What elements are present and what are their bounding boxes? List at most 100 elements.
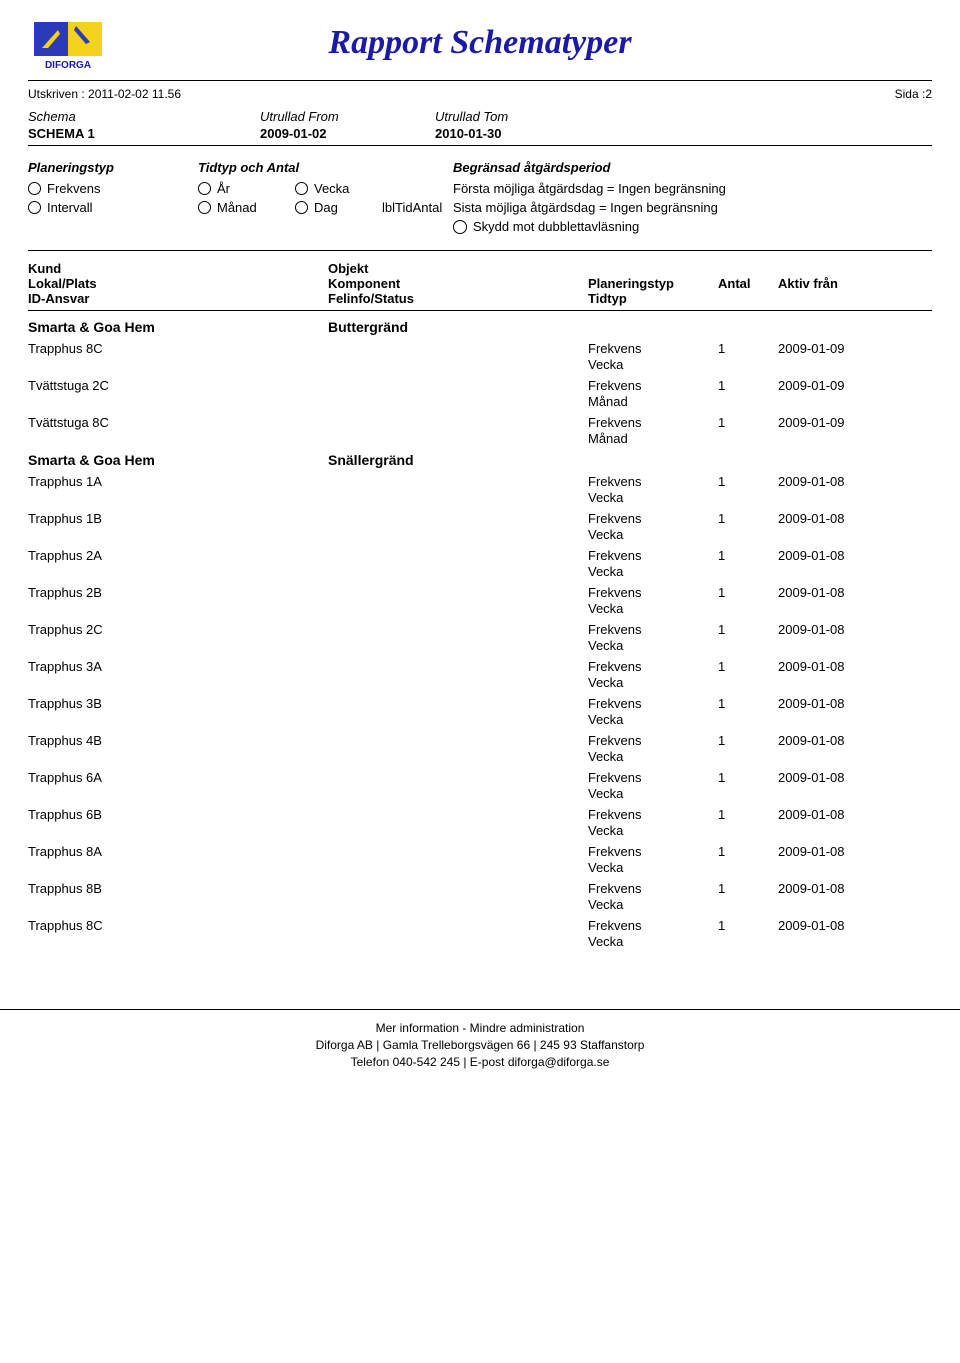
schema-label: Schema [28, 109, 260, 124]
radio-manad[interactable] [198, 201, 211, 214]
item-aktiv: 2009-01-08 [778, 696, 898, 711]
item-block: Trapphus 1BFrekvens12009-01-08Vecka [28, 511, 932, 542]
skydd-label: Skydd mot dubblettavläsning [473, 219, 639, 234]
item-block: Trapphus 8BFrekvens12009-01-08Vecka [28, 881, 932, 912]
hdr-kund: Kund [28, 261, 328, 276]
item-tidtyp: Vecka [588, 675, 718, 690]
item-block: Trapphus 3BFrekvens12009-01-08Vecka [28, 696, 932, 727]
item-block: Trapphus 3AFrekvens12009-01-08Vecka [28, 659, 932, 690]
item-tidtyp: Vecka [588, 564, 718, 579]
item-block: Trapphus 2BFrekvens12009-01-08Vecka [28, 585, 932, 616]
item-antal: 1 [718, 733, 778, 748]
item-block: Trapphus 1AFrekvens12009-01-08Vecka [28, 474, 932, 505]
hdr-lokal: Lokal/Plats [28, 276, 328, 291]
radio-manad-label: Månad [217, 200, 267, 215]
item-lokal: Trapphus 3A [28, 659, 328, 674]
radio-intervall[interactable] [28, 201, 41, 214]
hdr-objekt: Objekt [328, 261, 588, 276]
group-objekt: Buttergränd [328, 319, 588, 335]
item-antal: 1 [718, 341, 778, 356]
radio-ar-label: År [217, 181, 267, 196]
footer-line2: Diforga AB | Gamla Trelleborgsvägen 66 |… [0, 1037, 960, 1054]
item-plan: Frekvens [588, 696, 718, 711]
item-tidtyp: Vecka [588, 823, 718, 838]
item-block: Trapphus 6BFrekvens12009-01-08Vecka [28, 807, 932, 838]
item-lokal: Trapphus 1A [28, 474, 328, 489]
begransad-header: Begränsad åtgärdsperiod [453, 160, 932, 175]
item-plan: Frekvens [588, 474, 718, 489]
hdr-aktiv: Aktiv från [778, 276, 898, 291]
item-plan: Frekvens [588, 585, 718, 600]
group-row: Smarta & Goa HemSnällergränd [28, 452, 932, 468]
item-antal: 1 [718, 844, 778, 859]
item-antal: 1 [718, 770, 778, 785]
group-kund: Smarta & Goa Hem [28, 452, 328, 468]
item-block: Tvättstuga 2CFrekvens12009-01-09Månad [28, 378, 932, 409]
item-aktiv: 2009-01-08 [778, 918, 898, 933]
radio-frekvens-label: Frekvens [47, 181, 100, 196]
item-plan: Frekvens [588, 659, 718, 674]
hdr-idansvar: ID-Ansvar [28, 291, 328, 306]
item-lokal: Trapphus 2C [28, 622, 328, 637]
item-plan: Frekvens [588, 770, 718, 785]
item-plan: Frekvens [588, 511, 718, 526]
item-antal: 1 [718, 548, 778, 563]
footer-line3: Telefon 040-542 245 | E-post diforga@dif… [0, 1054, 960, 1071]
radio-dag-label: Dag [314, 200, 354, 215]
item-aktiv: 2009-01-09 [778, 341, 898, 356]
item-aktiv: 2009-01-08 [778, 844, 898, 859]
item-tidtyp: Vecka [588, 897, 718, 912]
footer-line1: Mer information - Mindre administration [0, 1020, 960, 1037]
item-tidtyp: Vecka [588, 601, 718, 616]
item-plan: Frekvens [588, 548, 718, 563]
item-tidtyp: Vecka [588, 357, 718, 372]
radio-frekvens[interactable] [28, 182, 41, 195]
item-lokal: Trapphus 3B [28, 696, 328, 711]
item-antal: 1 [718, 415, 778, 430]
item-plan: Frekvens [588, 844, 718, 859]
sista-mojliga: Sista möjliga åtgärdsdag = Ingen begräns… [453, 200, 932, 215]
tidtyp-header: Tidtyp och Antal [198, 160, 453, 175]
item-antal: 1 [718, 585, 778, 600]
item-plan: Frekvens [588, 733, 718, 748]
schema-value: SCHEMA 1 [28, 126, 260, 141]
item-lokal: Trapphus 8C [28, 918, 328, 933]
item-lokal: Tvättstuga 8C [28, 415, 328, 430]
hdr-felinfo: Felinfo/Status [328, 291, 588, 306]
item-block: Trapphus 2CFrekvens12009-01-08Vecka [28, 622, 932, 653]
item-lokal: Trapphus 2B [28, 585, 328, 600]
item-lokal: Tvättstuga 2C [28, 378, 328, 393]
item-aktiv: 2009-01-08 [778, 881, 898, 896]
item-aktiv: 2009-01-09 [778, 378, 898, 393]
group-objekt: Snällergränd [328, 452, 588, 468]
item-aktiv: 2009-01-09 [778, 415, 898, 430]
item-tidtyp: Vecka [588, 749, 718, 764]
radio-skydd[interactable] [453, 220, 467, 234]
radio-vecka[interactable] [295, 182, 308, 195]
forsta-mojliga: Första möjliga åtgärdsdag = Ingen begrän… [453, 181, 932, 196]
logo: DIFORGA [28, 16, 116, 72]
radio-vecka-label: Vecka [314, 181, 349, 196]
item-plan: Frekvens [588, 341, 718, 356]
item-lokal: Trapphus 8B [28, 881, 328, 896]
item-aktiv: 2009-01-08 [778, 659, 898, 674]
item-tidtyp: Vecka [588, 860, 718, 875]
item-antal: 1 [718, 622, 778, 637]
radio-ar[interactable] [198, 182, 211, 195]
group-kund: Smarta & Goa Hem [28, 319, 328, 335]
hdr-antal: Antal [718, 276, 778, 291]
radio-intervall-label: Intervall [47, 200, 93, 215]
utrullad-from-value: 2009-01-02 [260, 126, 435, 141]
item-tidtyp: Vecka [588, 638, 718, 653]
item-lokal: Trapphus 4B [28, 733, 328, 748]
hdr-komponent: Komponent [328, 276, 588, 291]
item-antal: 1 [718, 474, 778, 489]
radio-dag[interactable] [295, 201, 308, 214]
item-plan: Frekvens [588, 881, 718, 896]
page-title: Rapport Schematyper [116, 24, 844, 62]
item-block: Trapphus 8AFrekvens12009-01-08Vecka [28, 844, 932, 875]
item-tidtyp: Vecka [588, 934, 718, 949]
utrullad-tom-value: 2010-01-30 [435, 126, 502, 141]
item-lokal: Trapphus 1B [28, 511, 328, 526]
item-tidtyp: Vecka [588, 490, 718, 505]
